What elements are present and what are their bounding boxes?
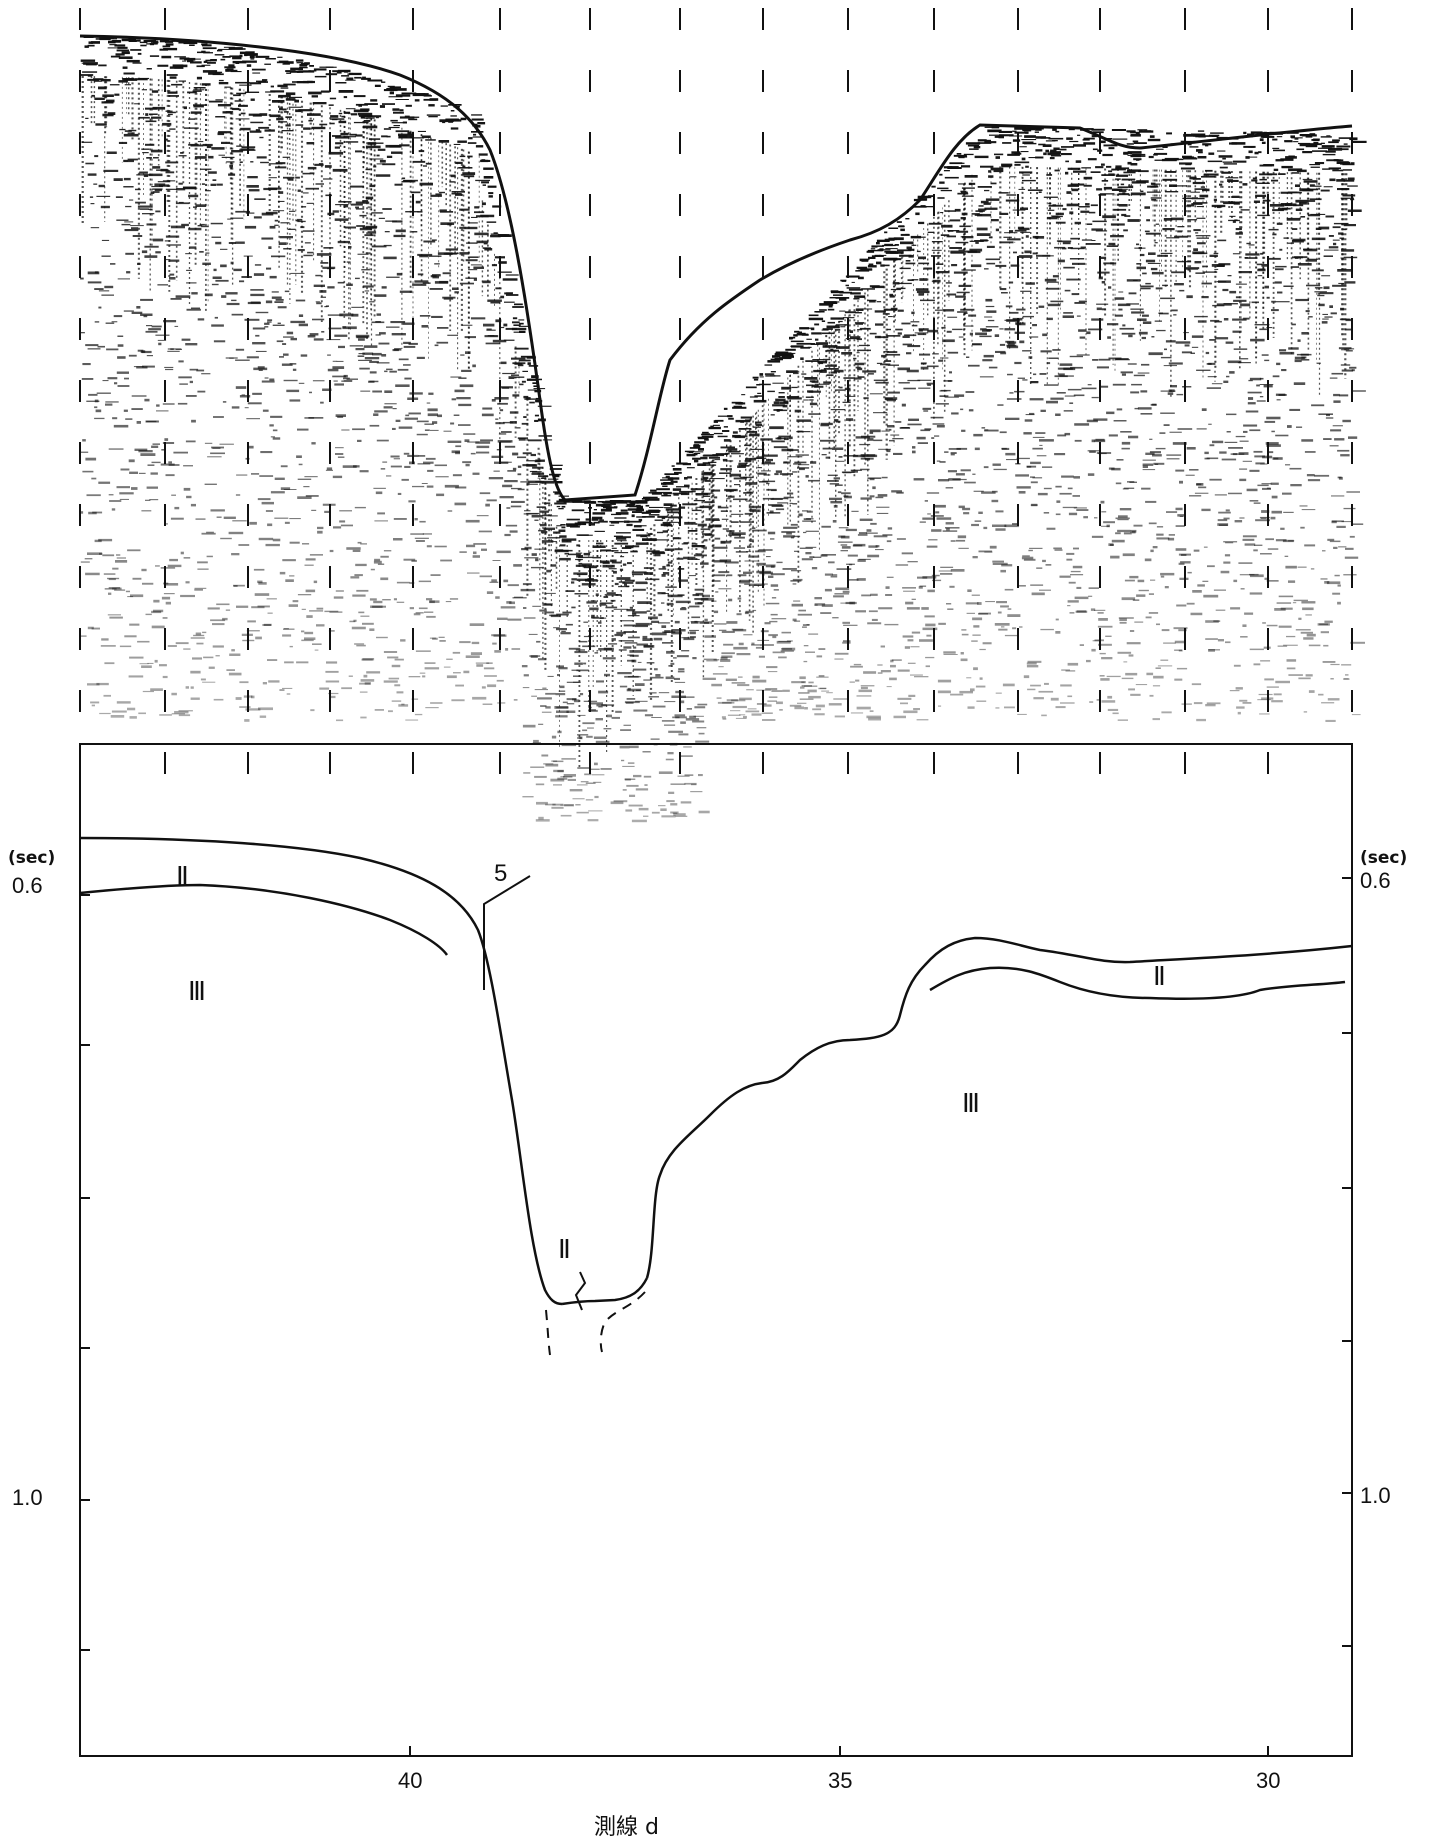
right-tick-0-6: 0.6 (1360, 868, 1391, 893)
interpretation-panel: (sec) (sec) 0.6 1.0 0.6 1.0 40 35 30 測線 … (8, 743, 1407, 1840)
fault-number-label: 5 (494, 860, 507, 887)
right-time-axis (1342, 877, 1352, 1647)
seafloor-reflector (79, 34, 1353, 502)
right-tick-1-0: 1.0 (1360, 1483, 1391, 1508)
unit-label-trough: Ⅱ (558, 1235, 571, 1264)
unit-label-right-lower: Ⅲ (962, 1089, 980, 1118)
x-tick-40: 40 (398, 1768, 422, 1793)
fault-5-line (483, 875, 531, 990)
x-tick-30: 30 (1256, 1768, 1280, 1793)
left-tick-1-0: 1.0 (12, 1485, 43, 1510)
x-axis-label: 測線 d (594, 1815, 659, 1840)
unit-label-right-upper: Ⅱ (1153, 962, 1166, 991)
interpretation-frame (79, 743, 1353, 1757)
seismic-reflection-texture (80, 36, 1367, 823)
left-time-axis (80, 894, 90, 1651)
trough-floor (561, 1277, 649, 1306)
unit2-base-left (79, 883, 449, 956)
left-tick-0-6: 0.6 (12, 873, 43, 898)
trough-fault-squiggle (574, 1271, 587, 1311)
seismic-record-panel (79, 8, 1367, 823)
unit2-base-right (929, 966, 1346, 1000)
left-unit-label: (sec) (8, 848, 55, 868)
right-unit-label: (sec) (1360, 848, 1407, 868)
shot-point-marks (79, 8, 1353, 780)
distance-axis (409, 1746, 1269, 1756)
x-tick-35: 35 (828, 1768, 852, 1793)
seafloor-horizon-right (645, 936, 1353, 1279)
trough-dashed-right (599, 1291, 646, 1353)
unit-label-left-upper: Ⅱ (176, 862, 189, 891)
unit-label-left-lower: Ⅲ (188, 977, 206, 1006)
trough-dashed-left (545, 1309, 551, 1356)
seafloor-horizon-left (79, 836, 563, 1306)
